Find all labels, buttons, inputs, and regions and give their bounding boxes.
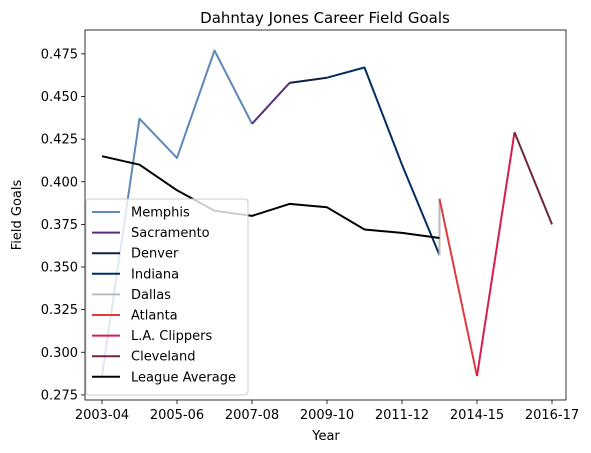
y-tick-label: 0.325 — [41, 303, 78, 318]
y-axis-label: Field Goals — [10, 180, 25, 251]
legend-entry: League Average — [131, 370, 236, 385]
legend-entry: Atlanta — [131, 309, 178, 324]
y-tick-label: 0.425 — [41, 133, 78, 148]
legend-entry: Memphis — [131, 206, 190, 221]
x-tick-label: 2014-15 — [450, 408, 504, 423]
chart-legend: Memphis Sacramento Denver Indiana Dallas Atla… — [85, 198, 249, 396]
x-tick-label: 2005-06 — [150, 408, 204, 423]
y-axis: 0.275 0.300 0.325 0.350 0.375 0.400 0.425 0.450… — [41, 47, 85, 403]
x-tick-label: 2009-10 — [300, 408, 354, 423]
series-line-indiana — [326, 66, 441, 256]
legend-entry: Indiana — [131, 267, 179, 282]
y-tick-label: 0.475 — [41, 47, 78, 62]
legend-entry: L.A. Clippers — [131, 329, 212, 344]
x-tick-label: 2011-12 — [375, 408, 429, 423]
series-line-denver — [289, 76, 328, 84]
legend-box — [85, 198, 249, 396]
legend-entry: Dallas — [131, 288, 171, 303]
chart-title: Dahntay Jones Career Field Goals — [200, 9, 450, 27]
series-line-sacramento — [251, 82, 291, 125]
y-tick-label: 0.375 — [41, 218, 78, 233]
series-line-l-a-clippers — [476, 132, 516, 377]
series-line-cleveland — [513, 131, 553, 225]
y-tick-label: 0.350 — [41, 261, 78, 276]
x-tick-label: 2007-08 — [225, 408, 279, 423]
x-axis-label: Year — [311, 429, 340, 444]
x-axis: 2003-04 2005-06 2007-08 2009-10 2011-12 2014-… — [75, 400, 579, 423]
legend-entry: Denver — [131, 247, 179, 262]
y-tick-label: 0.400 — [41, 175, 78, 190]
series-line-league-average — [101, 155, 440, 239]
y-tick-label: 0.450 — [41, 90, 78, 105]
legend-entry: Cleveland — [131, 350, 195, 365]
y-tick-label: 0.300 — [41, 346, 78, 361]
series-line-atlanta — [438, 198, 478, 377]
legend-entry: Sacramento — [131, 226, 210, 241]
plot-area-frame — [84, 29, 567, 401]
x-tick-label: 2003-04 — [75, 408, 129, 423]
y-tick-label: 0.275 — [41, 388, 78, 403]
x-tick-label: 2016-17 — [525, 408, 579, 423]
